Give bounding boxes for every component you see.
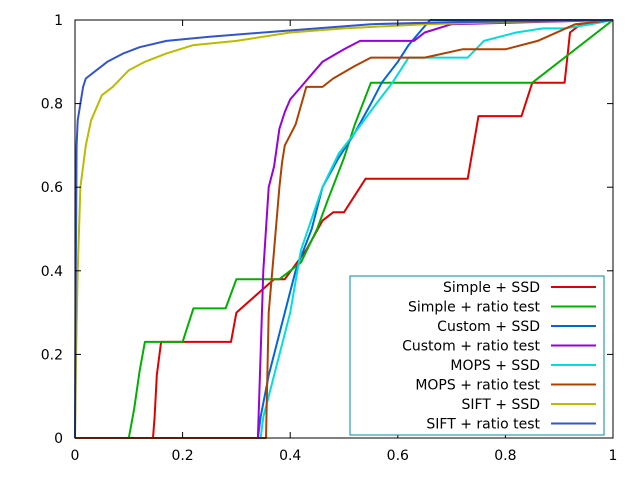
y-tick-label: 0.4 (41, 264, 63, 280)
y-tick-label: 0.2 (41, 347, 63, 363)
axis-layer: 0 0.2 0.4 0.6 0.8 1 0 0.2 0.4 0.6 0.8 1 (41, 13, 618, 464)
series-line-custom-ratio-test (75, 19, 614, 439)
x-tick-label: 1 (609, 448, 618, 464)
series-line-mops-ssd (75, 19, 614, 439)
series-line-simple-ratio-test (75, 19, 614, 439)
legend-label: Custom + SSD (437, 319, 540, 335)
series-layer (74, 19, 614, 439)
legend: Simple + SSD Simple + ratio test Custom + … (349, 275, 605, 436)
plot-frame (74, 19, 614, 439)
legend-label: Custom + ratio test (402, 339, 540, 355)
x-tick-label: 0.4 (279, 448, 301, 464)
y-tick-label: 0.6 (41, 180, 63, 196)
legend-label: Simple + ratio test (408, 300, 541, 316)
legend-label: Simple + SSD (443, 280, 540, 296)
y-tick-label: 0 (54, 431, 63, 447)
series-line-sift-ratio-test (74, 19, 614, 439)
x-tick-label: 0.6 (387, 448, 409, 464)
x-tick-label: 0 (71, 448, 80, 464)
legend-box (349, 275, 605, 436)
x-tick-label: 0.2 (171, 448, 193, 464)
legend-label: MOPS + SSD (450, 358, 540, 374)
series-line-mops-ratio-test (75, 19, 614, 439)
series-line-simple-ssd (75, 19, 614, 439)
y-tick-label: 0.8 (41, 97, 63, 113)
legend-label: SIFT + ratio test (426, 417, 540, 433)
legend-label: SIFT + SSD (461, 397, 540, 413)
series-line-sift-ssd (74, 19, 614, 439)
y-tick-label: 1 (54, 13, 63, 29)
x-tick-label: 0.8 (494, 448, 516, 464)
legend-label: MOPS + ratio test (415, 378, 540, 394)
